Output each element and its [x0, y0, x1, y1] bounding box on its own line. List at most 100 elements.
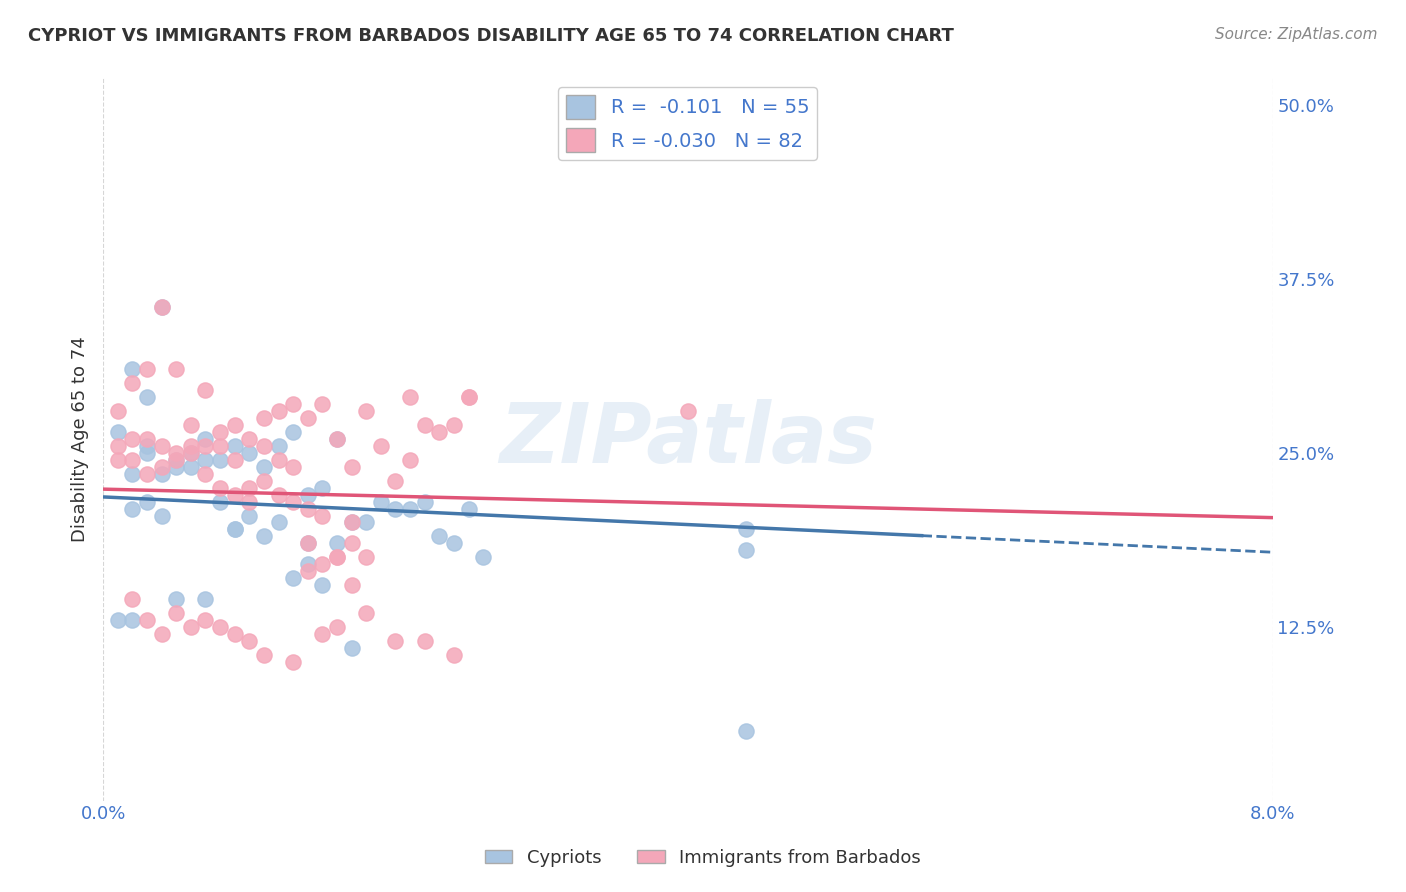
Point — [354, 516, 377, 530]
Point — [735, 523, 758, 537]
Point — [194, 384, 217, 398]
Point — [267, 516, 290, 530]
Point — [209, 494, 232, 508]
Point — [384, 633, 406, 648]
Point — [224, 523, 246, 537]
Y-axis label: Disability Age 65 to 74: Disability Age 65 to 74 — [72, 336, 89, 542]
Point — [354, 550, 377, 565]
Point — [107, 439, 129, 453]
Point — [311, 481, 333, 495]
Point — [150, 300, 173, 314]
Point — [253, 459, 276, 474]
Point — [326, 550, 349, 565]
Point — [253, 474, 276, 488]
Point — [136, 362, 159, 376]
Point — [283, 397, 305, 411]
Point — [121, 432, 143, 446]
Point — [238, 432, 260, 446]
Point — [136, 439, 159, 453]
Point — [238, 633, 260, 648]
Point — [297, 564, 319, 578]
Point — [370, 439, 392, 453]
Point — [107, 613, 129, 627]
Point — [326, 550, 349, 565]
Point — [326, 620, 349, 634]
Point — [150, 467, 173, 481]
Point — [194, 432, 217, 446]
Point — [165, 459, 187, 474]
Legend: R =  -0.101   N = 55, R = -0.030   N = 82: R = -0.101 N = 55, R = -0.030 N = 82 — [558, 87, 817, 160]
Point — [384, 474, 406, 488]
Point — [283, 494, 305, 508]
Point — [180, 439, 202, 453]
Point — [283, 425, 305, 439]
Point — [165, 453, 187, 467]
Point — [443, 648, 465, 662]
Point — [399, 453, 422, 467]
Point — [107, 453, 129, 467]
Point — [340, 516, 363, 530]
Point — [267, 404, 290, 418]
Point — [370, 494, 392, 508]
Point — [267, 488, 290, 502]
Point — [326, 536, 349, 550]
Point — [150, 439, 173, 453]
Point — [136, 432, 159, 446]
Point — [472, 550, 495, 565]
Point — [224, 453, 246, 467]
Point — [253, 529, 276, 543]
Point — [107, 425, 129, 439]
Point — [209, 439, 232, 453]
Point — [136, 446, 159, 460]
Point — [399, 390, 422, 404]
Point — [443, 536, 465, 550]
Point — [443, 418, 465, 433]
Point — [136, 494, 159, 508]
Point — [165, 453, 187, 467]
Point — [150, 459, 173, 474]
Legend: Cypriots, Immigrants from Barbados: Cypriots, Immigrants from Barbados — [478, 842, 928, 874]
Point — [427, 425, 450, 439]
Point — [136, 390, 159, 404]
Point — [238, 494, 260, 508]
Point — [340, 578, 363, 592]
Point — [150, 300, 173, 314]
Point — [297, 501, 319, 516]
Point — [136, 467, 159, 481]
Point — [253, 439, 276, 453]
Point — [121, 613, 143, 627]
Point — [283, 571, 305, 585]
Point — [326, 432, 349, 446]
Point — [209, 481, 232, 495]
Point — [267, 439, 290, 453]
Point — [676, 404, 699, 418]
Point — [224, 626, 246, 640]
Point — [121, 362, 143, 376]
Point — [311, 558, 333, 572]
Point — [238, 446, 260, 460]
Point — [326, 432, 349, 446]
Point — [297, 558, 319, 572]
Point — [457, 390, 479, 404]
Point — [413, 418, 436, 433]
Point — [340, 536, 363, 550]
Point — [238, 508, 260, 523]
Point — [735, 543, 758, 558]
Text: Source: ZipAtlas.com: Source: ZipAtlas.com — [1215, 27, 1378, 42]
Point — [107, 404, 129, 418]
Point — [224, 418, 246, 433]
Point — [283, 655, 305, 669]
Text: ZIPatlas: ZIPatlas — [499, 399, 877, 480]
Point — [194, 439, 217, 453]
Point — [253, 648, 276, 662]
Point — [311, 508, 333, 523]
Point — [180, 459, 202, 474]
Point — [224, 523, 246, 537]
Point — [238, 481, 260, 495]
Point — [194, 467, 217, 481]
Point — [297, 536, 319, 550]
Point — [224, 439, 246, 453]
Point — [224, 488, 246, 502]
Point — [209, 425, 232, 439]
Point — [354, 606, 377, 620]
